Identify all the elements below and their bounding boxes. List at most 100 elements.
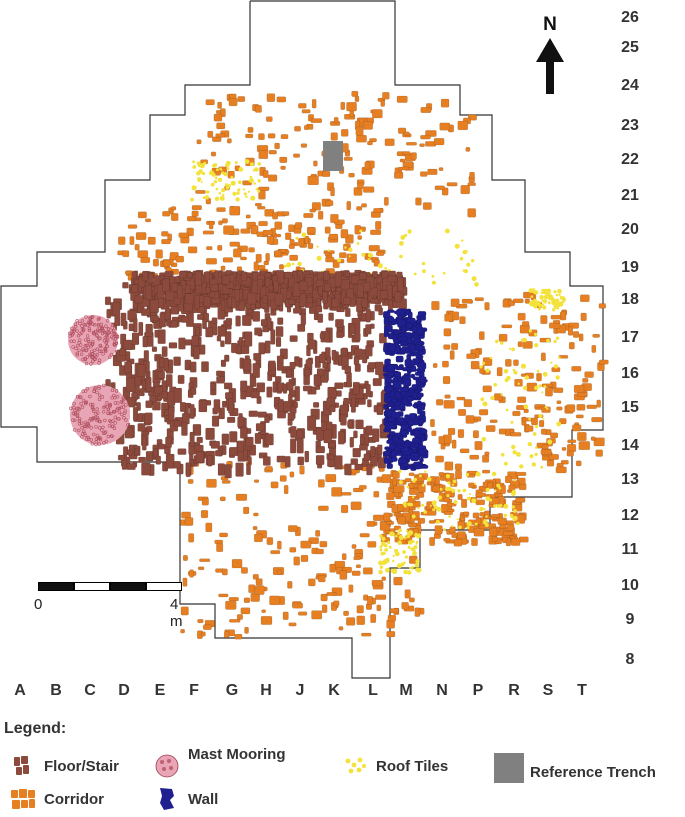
stone [394,401,401,406]
stone [443,400,455,409]
stone [349,436,354,448]
mooring-stone [72,329,76,333]
stone [250,390,260,399]
stone [505,538,512,547]
mooring-stone [81,327,86,331]
stone [307,175,319,186]
mooring-stone [108,419,112,423]
stone [434,185,445,191]
stone [234,633,243,640]
stone [346,617,356,626]
tile-fragment [413,545,418,550]
stone [325,200,334,207]
stone [591,345,597,353]
tile-fragment [522,337,527,343]
stone [550,432,559,439]
mooring-stone [109,353,114,357]
stone [368,244,380,252]
stone [559,418,567,425]
stone [556,400,562,405]
stone [217,101,222,109]
stone [182,555,188,561]
stone [298,237,305,247]
stone [270,550,281,555]
column-label: S [542,682,554,699]
tile-fragment [466,262,471,267]
stone [294,125,301,132]
stone [293,556,300,566]
stone [315,455,325,465]
row-label: 17 [621,329,639,346]
tile-fragment [211,172,216,177]
mooring-stone [74,346,78,350]
stone [244,331,253,347]
stone [225,317,233,326]
stone [220,359,227,367]
stone [545,387,553,397]
tile-fragment [511,505,515,509]
stone [161,346,168,357]
row-label: 8 [625,651,635,668]
stone [398,492,404,498]
stone [444,394,451,399]
stone [273,280,279,292]
stone [433,137,445,146]
mooring-stone [126,423,130,427]
stone [189,431,195,447]
stone [525,425,534,432]
stone [258,190,266,200]
stone [401,391,408,397]
stone [264,415,270,424]
stone [159,312,166,328]
tile-fragment [192,165,197,169]
tile-fragment [556,306,560,310]
stone [567,444,577,452]
mooring-stone [102,383,106,388]
stone [142,336,148,348]
stone [539,420,545,428]
stone [205,427,215,440]
mooring-stone [95,433,100,438]
tile-fragment [482,401,488,407]
mooring-stone [77,428,81,433]
row-label: 24 [621,77,639,94]
stone [224,464,232,479]
tile-fragment [215,187,219,191]
stone [311,98,317,109]
stone [280,134,289,140]
stone [253,352,262,361]
stone [298,103,307,109]
stone [224,392,233,400]
stone [459,316,466,325]
tile-fragment [404,555,408,559]
mooring-stone [96,411,100,415]
tile-fragment [547,439,553,445]
mooring-stone [99,349,104,353]
stone [187,246,198,254]
stone [540,315,548,324]
tile-fragment [415,542,418,545]
mooring-stone [108,402,113,407]
stone [346,201,352,211]
stone [416,492,425,498]
mooring-stone [124,403,128,407]
tile-fragment [508,347,512,350]
stone [383,397,392,404]
mooring-stone [104,324,108,328]
tile-fragment [485,496,491,501]
stone [198,399,208,413]
stone [341,129,349,137]
mooring-stone [111,419,115,423]
tile-fragment [383,543,388,548]
mooring-stone [72,402,76,406]
tile-fragment [534,452,538,456]
stone [390,406,398,411]
scale-segment-white [146,582,182,591]
stone [359,444,368,451]
stone [262,456,271,466]
stone [510,432,522,437]
mooring-stone [121,396,125,400]
stone [482,454,490,463]
tile-fragment [398,528,402,533]
excavation-boundary [0,0,604,679]
